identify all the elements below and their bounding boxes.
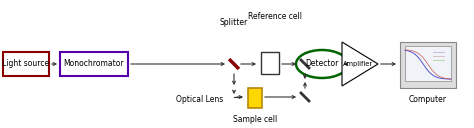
Text: Detector: Detector: [305, 60, 339, 68]
Text: Monochromator: Monochromator: [64, 60, 124, 68]
Text: Amplifier: Amplifier: [343, 61, 373, 67]
Text: Computer: Computer: [409, 95, 447, 104]
Bar: [261, 52, 279, 74]
Bar: [3, 52, 49, 76]
Text: Light source: Light source: [2, 60, 50, 68]
Bar: [248, 88, 262, 108]
Bar: [405, 46, 451, 81]
Bar: [400, 42, 456, 88]
Text: Sample cell: Sample cell: [233, 115, 277, 124]
Text: Reference cell: Reference cell: [248, 12, 302, 21]
Polygon shape: [342, 42, 378, 86]
Text: Optical Lens: Optical Lens: [176, 95, 224, 104]
Text: Splitter: Splitter: [220, 18, 248, 27]
Bar: [60, 52, 128, 76]
Ellipse shape: [296, 50, 348, 78]
